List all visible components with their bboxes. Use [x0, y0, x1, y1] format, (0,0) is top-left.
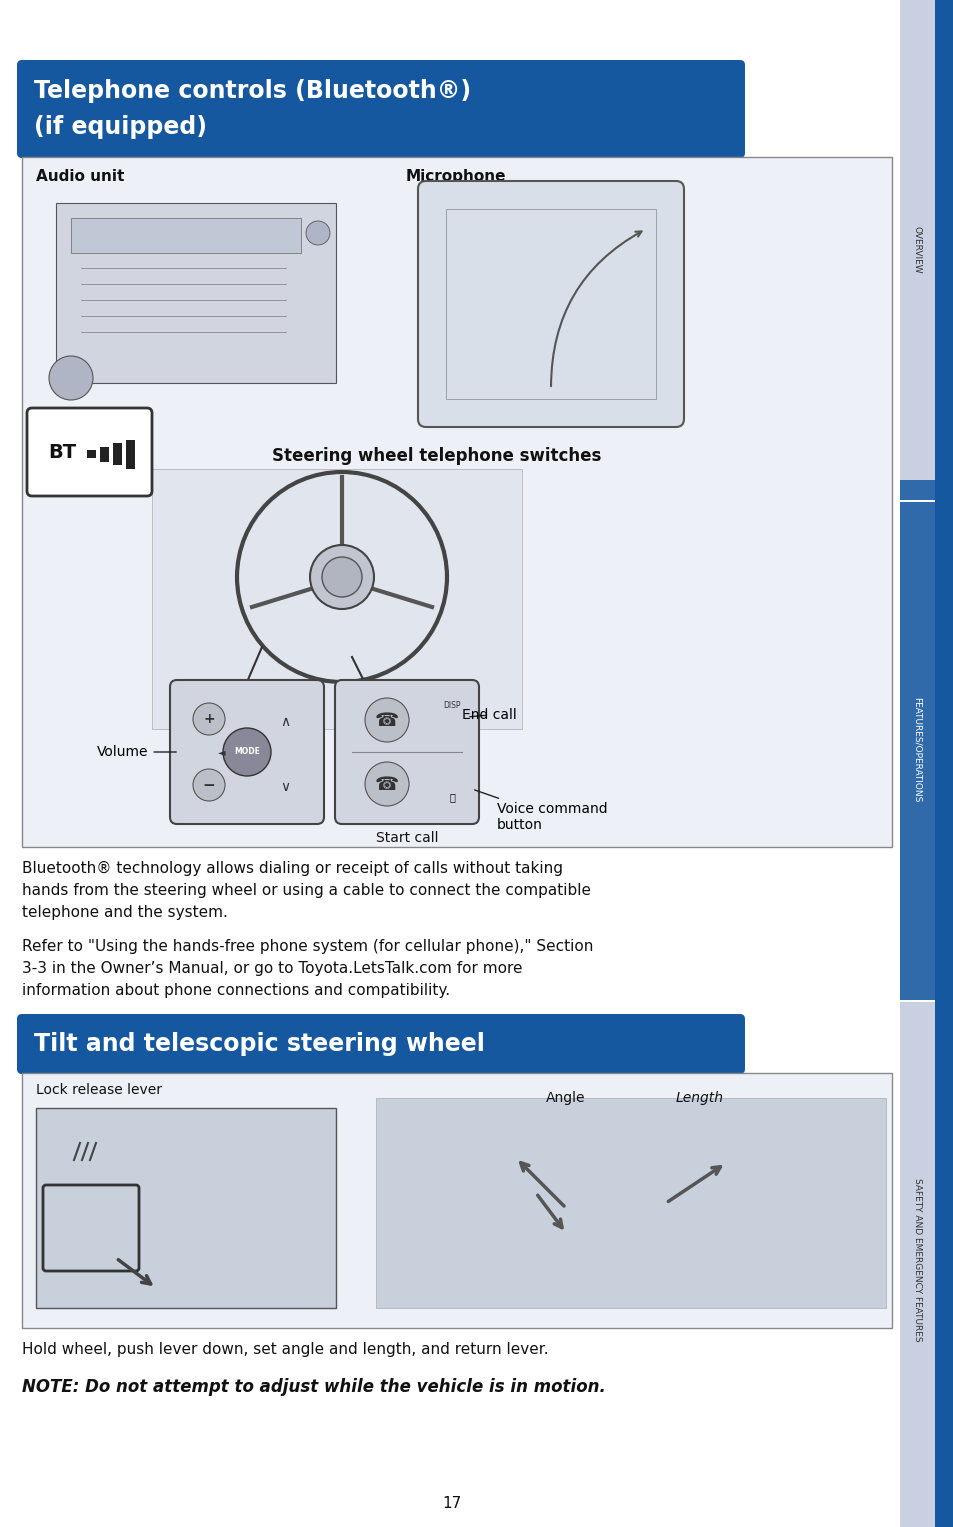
Text: Steering wheel telephone switches: Steering wheel telephone switches — [272, 447, 601, 466]
Circle shape — [365, 762, 409, 806]
Bar — [899, 499, 934, 502]
Text: ∧: ∧ — [279, 715, 290, 728]
Text: 🎤: 🎤 — [449, 793, 455, 802]
Text: Start call: Start call — [375, 831, 437, 844]
Text: Voice command
button: Voice command button — [475, 789, 607, 832]
Bar — [56, 203, 335, 383]
Text: −: − — [202, 777, 215, 793]
Bar — [100, 446, 109, 461]
Bar — [126, 440, 135, 469]
Text: Bluetooth® technology allows dialing or receipt of calls without taking
hands fr: Bluetooth® technology allows dialing or … — [22, 861, 590, 921]
Text: Tilt and telescopic steering wheel: Tilt and telescopic steering wheel — [34, 1032, 484, 1057]
Text: Hold wheel, push lever down, set angle and length, and return lever.: Hold wheel, push lever down, set angle a… — [22, 1342, 548, 1358]
Text: Volume: Volume — [97, 745, 176, 759]
Text: End call: End call — [461, 709, 517, 722]
Text: ☎: ☎ — [375, 710, 398, 730]
FancyBboxPatch shape — [335, 680, 478, 825]
Text: Length: Length — [676, 1090, 723, 1106]
FancyBboxPatch shape — [17, 1014, 744, 1073]
Bar — [899, 1000, 934, 1002]
Circle shape — [310, 545, 374, 609]
Text: SAFETY AND EMERGENCY FEATURES: SAFETY AND EMERGENCY FEATURES — [912, 1179, 921, 1342]
Bar — [152, 469, 521, 728]
FancyBboxPatch shape — [170, 680, 324, 825]
Text: MODE: MODE — [233, 748, 259, 756]
Bar — [899, 479, 934, 1000]
Bar — [22, 157, 891, 847]
Circle shape — [322, 557, 361, 597]
Bar — [375, 1098, 885, 1309]
FancyBboxPatch shape — [17, 60, 744, 157]
Text: ∨: ∨ — [279, 780, 290, 794]
Circle shape — [223, 728, 271, 776]
Text: OVERVIEW: OVERVIEW — [912, 226, 921, 273]
Bar — [22, 1073, 891, 1328]
Text: (if equipped): (if equipped) — [34, 115, 207, 139]
Circle shape — [306, 221, 330, 244]
FancyBboxPatch shape — [417, 182, 683, 428]
Circle shape — [49, 356, 92, 400]
Text: ◄: ◄ — [218, 747, 226, 757]
Bar — [899, 0, 953, 1527]
FancyBboxPatch shape — [27, 408, 152, 496]
Text: 17: 17 — [442, 1495, 461, 1510]
Text: +: + — [203, 712, 214, 725]
Circle shape — [365, 698, 409, 742]
Text: FEATURES/OPERATIONS: FEATURES/OPERATIONS — [912, 698, 921, 803]
Text: Microphone: Microphone — [406, 169, 506, 183]
Bar — [112, 443, 122, 466]
Text: Telephone controls (Bluetooth®): Telephone controls (Bluetooth®) — [34, 79, 471, 102]
Text: Angle: Angle — [545, 1090, 585, 1106]
Bar — [71, 218, 301, 253]
Text: NOTE: Do not attempt to adjust while the vehicle is in motion.: NOTE: Do not attempt to adjust while the… — [22, 1377, 605, 1396]
Text: DISP: DISP — [443, 701, 460, 710]
Text: Audio unit: Audio unit — [36, 169, 124, 183]
Bar — [36, 1109, 335, 1309]
Text: Lock release lever: Lock release lever — [36, 1083, 162, 1096]
Text: Refer to "Using the hands-free phone system (for cellular phone)," Section
3-3 i: Refer to "Using the hands-free phone sys… — [22, 939, 593, 999]
Bar — [87, 450, 96, 458]
Circle shape — [193, 702, 225, 734]
Circle shape — [193, 770, 225, 802]
Bar — [934, 0, 953, 1527]
Bar — [446, 209, 656, 399]
Text: ☎: ☎ — [375, 774, 398, 794]
Text: BT: BT — [48, 443, 76, 461]
